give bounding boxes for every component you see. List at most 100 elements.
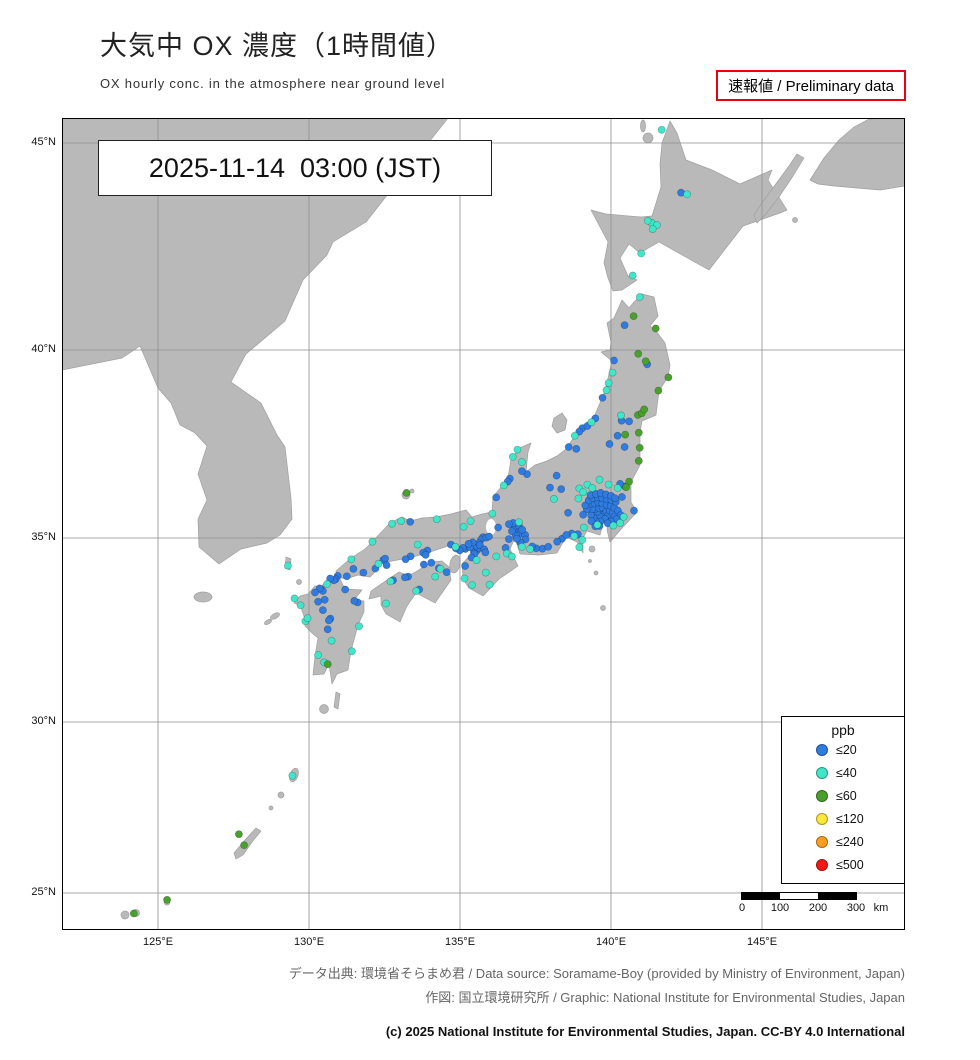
station-dot-le20 <box>618 493 626 501</box>
legend-label: ≤240 <box>836 834 864 849</box>
station-dot-le40 <box>588 484 597 492</box>
station-dot-le40 <box>397 517 405 525</box>
station-dot-le20 <box>620 321 629 330</box>
station-dot-le20 <box>461 562 469 570</box>
station-dot-le40 <box>314 651 322 659</box>
station-dot-le40 <box>657 125 666 134</box>
station-dot-le40 <box>683 190 691 199</box>
datetime-box: 2025-11-14 03:00 (JST) <box>98 140 492 196</box>
station-dot-le40 <box>635 293 644 301</box>
station-dot-le40 <box>355 622 363 631</box>
station-dot-le20 <box>579 510 588 519</box>
izu-oshima-island <box>588 545 596 553</box>
station-dot-le20 <box>605 440 614 448</box>
station-dot-le40 <box>643 216 652 225</box>
scale-label: 200 <box>808 902 828 914</box>
station-dot-le40 <box>517 542 526 551</box>
station-dot-le60 <box>651 324 660 333</box>
station-dot-le20 <box>507 527 516 536</box>
station-dot-le20 <box>475 541 484 549</box>
station-dot-le20 <box>381 554 389 563</box>
station-dot-le40 <box>507 552 516 561</box>
station-dot-le20 <box>504 520 513 528</box>
oki-island-2 <box>409 488 415 494</box>
hachijojima-island <box>600 605 606 611</box>
station-dot-le40 <box>468 581 476 589</box>
station-dot-le40 <box>382 599 390 608</box>
data-source-text: データ出典: 環境省そらまめ君 / Data source: Soramame-… <box>288 966 905 981</box>
station-dot-le40 <box>579 488 588 496</box>
scale-label: 100 <box>770 902 790 914</box>
station-dot-le20 <box>620 443 629 451</box>
station-dot-le60 <box>664 373 673 382</box>
station-dot-le40 <box>283 561 292 570</box>
lat-tick-label: 45°N <box>31 136 56 148</box>
station-dot-le40 <box>637 249 646 258</box>
station-dot-le60 <box>240 841 248 849</box>
station-dot-le20 <box>494 523 502 532</box>
station-dot-le40 <box>604 480 613 489</box>
legend-label: ≤20 <box>836 742 857 757</box>
scale-label: 0 <box>738 902 746 914</box>
legend-item-le500: ≤500 <box>782 853 904 876</box>
station-dot-le20 <box>406 517 415 526</box>
legend-item-le240: ≤240 <box>782 830 904 853</box>
station-dot-le40 <box>412 587 421 595</box>
station-dot-le40 <box>327 636 336 645</box>
legend-item-le20: ≤20 <box>782 738 904 761</box>
legend-label: ≤40 <box>836 765 857 780</box>
jeju-island <box>193 591 213 603</box>
scale-bar: 0 100 200 300 km <box>738 890 901 924</box>
station-dot-le40 <box>431 572 440 581</box>
map-frame <box>62 118 905 930</box>
station-dot-le40 <box>616 519 624 527</box>
rishiri-island <box>642 132 654 144</box>
station-dot-le40 <box>303 614 312 623</box>
goto-island <box>270 612 280 620</box>
legend-label: ≤500 <box>836 857 864 872</box>
station-dot-le60 <box>641 357 650 366</box>
station-dot-le20 <box>349 564 358 573</box>
station-dot-le60 <box>621 430 630 439</box>
rebun-island <box>640 119 646 133</box>
station-dot-le40 <box>570 431 579 440</box>
station-dot-le20 <box>324 616 333 625</box>
lat-tick-label: 35°N <box>31 531 56 543</box>
station-dot-le20 <box>512 534 521 543</box>
scale-bar-segment <box>780 893 818 899</box>
japan-map <box>62 118 905 930</box>
station-dot-le20 <box>552 471 561 480</box>
lake-biwa <box>486 519 496 535</box>
station-dot-le20 <box>517 467 526 475</box>
station-dot-le40 <box>578 535 587 544</box>
lon-tick-label: 135°E <box>444 936 476 948</box>
station-dot-le40 <box>436 564 445 573</box>
station-dot-le20 <box>464 539 473 548</box>
station-dot-le20 <box>598 393 607 402</box>
legend-swatch-le240 <box>816 835 828 848</box>
legend-swatch-le40 <box>816 766 828 779</box>
station-dot-le40 <box>579 523 588 532</box>
yakushima-island <box>319 704 329 714</box>
station-dot-le40 <box>604 379 613 387</box>
station-dot-le20 <box>611 494 619 502</box>
station-dot-le40 <box>413 540 422 549</box>
tanegashima-island <box>333 691 341 710</box>
station-dot-le40 <box>323 580 331 588</box>
legend-label: ≤120 <box>836 811 864 826</box>
station-dot-le40 <box>628 271 637 280</box>
hokkaido-landmass <box>590 120 788 292</box>
station-dot-le40 <box>374 559 383 568</box>
station-dot-le20 <box>553 537 562 546</box>
station-dot-le20 <box>342 572 351 581</box>
station-dot-le20 <box>562 531 571 539</box>
station-dot-le20 <box>546 483 554 492</box>
station-dot-le20 <box>544 542 553 551</box>
station-dot-le20 <box>382 561 391 570</box>
miyakejima-island <box>593 570 599 576</box>
legend-item-le40: ≤40 <box>782 761 904 784</box>
legend-item-le120: ≤120 <box>782 807 904 830</box>
station-dot-le20 <box>625 417 633 426</box>
lon-tick-label: 140°E <box>595 936 627 948</box>
station-dot-le40 <box>526 545 534 553</box>
